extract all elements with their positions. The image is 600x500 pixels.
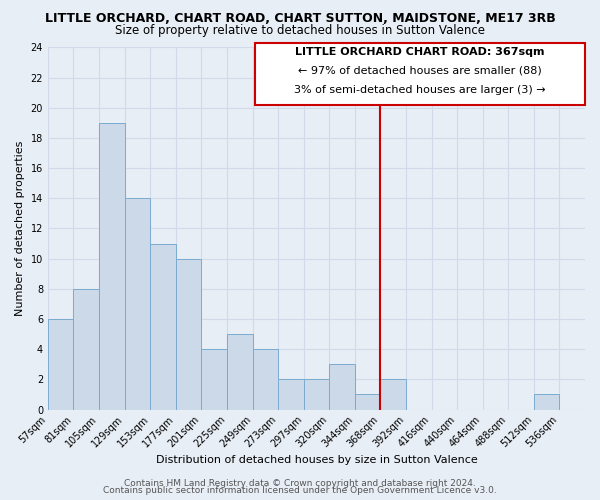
- Y-axis label: Number of detached properties: Number of detached properties: [15, 141, 25, 316]
- Text: Contains HM Land Registry data © Crown copyright and database right 2024.: Contains HM Land Registry data © Crown c…: [124, 478, 476, 488]
- Bar: [253, 349, 278, 410]
- Bar: [227, 334, 253, 409]
- Text: 3% of semi-detached houses are larger (3) →: 3% of semi-detached houses are larger (3…: [294, 86, 546, 96]
- Bar: [534, 394, 559, 409]
- Bar: [304, 380, 329, 410]
- Text: Size of property relative to detached houses in Sutton Valence: Size of property relative to detached ho…: [115, 24, 485, 37]
- Bar: [48, 319, 73, 410]
- Text: LITTLE ORCHARD CHART ROAD: 367sqm: LITTLE ORCHARD CHART ROAD: 367sqm: [295, 48, 545, 58]
- Bar: [202, 349, 227, 410]
- Text: Contains public sector information licensed under the Open Government Licence v3: Contains public sector information licen…: [103, 486, 497, 495]
- Text: LITTLE ORCHARD, CHART ROAD, CHART SUTTON, MAIDSTONE, ME17 3RB: LITTLE ORCHARD, CHART ROAD, CHART SUTTON…: [44, 12, 556, 26]
- Bar: [73, 289, 99, 410]
- Bar: [380, 380, 406, 410]
- Bar: [150, 244, 176, 410]
- Bar: [329, 364, 355, 410]
- Bar: [278, 380, 304, 410]
- Bar: [355, 394, 380, 409]
- Bar: [125, 198, 150, 410]
- X-axis label: Distribution of detached houses by size in Sutton Valence: Distribution of detached houses by size …: [155, 455, 478, 465]
- FancyBboxPatch shape: [255, 43, 585, 104]
- Bar: [176, 258, 202, 410]
- Text: ← 97% of detached houses are smaller (88): ← 97% of detached houses are smaller (88…: [298, 66, 542, 76]
- Bar: [99, 123, 125, 410]
